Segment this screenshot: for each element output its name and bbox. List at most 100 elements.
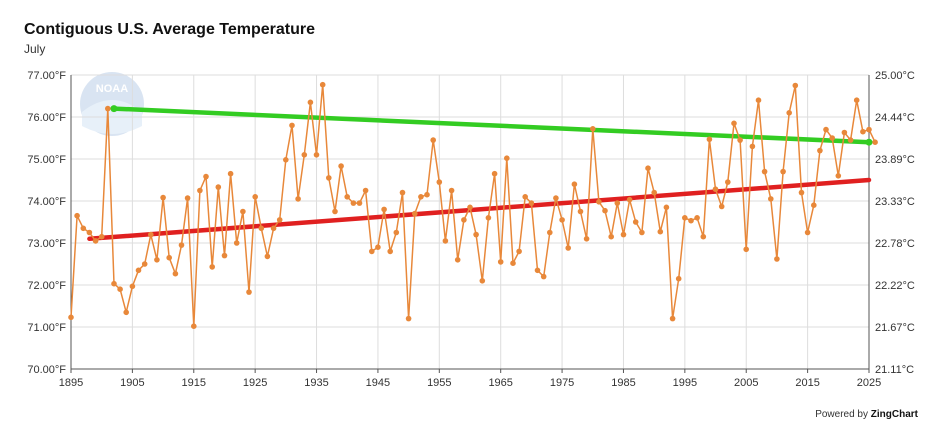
data-point-1913[interactable] <box>178 242 185 248</box>
data-point-1980[interactable] <box>590 126 596 132</box>
data-point-1950[interactable] <box>405 315 412 322</box>
data-point-2002[interactable] <box>725 179 731 185</box>
data-point-2016[interactable] <box>811 202 817 208</box>
data-point-1916[interactable] <box>197 187 203 194</box>
data-point-1915[interactable] <box>191 323 197 330</box>
data-point-1952[interactable] <box>418 194 424 200</box>
data-point-1920[interactable] <box>221 252 228 259</box>
data-point-1988[interactable] <box>639 229 645 236</box>
data-point-1956[interactable] <box>442 238 449 244</box>
data-point-2011[interactable] <box>780 168 786 175</box>
data-point-2004[interactable] <box>737 137 743 143</box>
powered-by-credit[interactable]: Powered by ZingChart <box>815 409 918 420</box>
data-point-1899[interactable] <box>92 238 99 244</box>
data-point-1995[interactable] <box>682 215 688 221</box>
data-point-1927[interactable] <box>264 253 271 260</box>
data-point-1918[interactable] <box>209 264 215 270</box>
data-point-1971[interactable] <box>534 267 541 274</box>
data-point-1969[interactable] <box>522 194 528 200</box>
data-point-1962[interactable] <box>479 278 486 284</box>
data-point-2018[interactable] <box>823 126 829 133</box>
data-point-1972[interactable] <box>540 273 547 280</box>
data-point-2025[interactable] <box>866 126 872 133</box>
data-point-2010[interactable] <box>774 256 780 262</box>
data-point-2013[interactable] <box>792 82 799 89</box>
data-point-1991[interactable] <box>657 228 664 235</box>
data-point-1963[interactable] <box>485 215 492 221</box>
data-point-1914[interactable] <box>184 195 191 201</box>
data-point-1960[interactable] <box>467 204 473 211</box>
data-point-1926[interactable] <box>258 225 265 232</box>
data-point-1938[interactable] <box>332 208 338 215</box>
data-point-1905[interactable] <box>129 283 136 290</box>
data-point-1906[interactable] <box>135 267 142 274</box>
data-point-2021[interactable] <box>841 129 848 136</box>
data-point-1967[interactable] <box>510 260 516 267</box>
data-point-2007[interactable] <box>755 97 762 103</box>
data-point-1981[interactable] <box>596 199 602 205</box>
data-point-1978[interactable] <box>577 208 584 215</box>
data-point-2024[interactable] <box>860 128 866 135</box>
data-point-2023[interactable] <box>853 97 860 103</box>
data-point-1986[interactable] <box>626 196 633 203</box>
data-point-1931[interactable] <box>289 122 295 129</box>
data-point-1992[interactable] <box>663 204 670 211</box>
data-point-1930[interactable] <box>283 157 289 163</box>
data-point-1922[interactable] <box>233 240 240 246</box>
data-point-1909[interactable] <box>154 257 160 263</box>
data-point-1973[interactable] <box>547 229 553 236</box>
data-point-1929[interactable] <box>276 217 283 223</box>
data-point-1966[interactable] <box>504 155 510 161</box>
data-point-1993[interactable] <box>669 315 676 322</box>
data-point-2006[interactable] <box>749 143 756 150</box>
data-point-1900[interactable] <box>98 233 105 240</box>
data-point-1949[interactable] <box>399 189 406 196</box>
data-point-1985[interactable] <box>620 231 627 238</box>
data-point-1958[interactable] <box>454 257 461 263</box>
data-point-1944[interactable] <box>369 248 375 255</box>
data-point-1974[interactable] <box>553 195 559 201</box>
data-point-1976[interactable] <box>565 245 571 251</box>
data-point-1904[interactable] <box>123 309 129 316</box>
data-point-1982[interactable] <box>602 207 608 214</box>
data-point-1943[interactable] <box>362 187 369 194</box>
data-point-1970[interactable] <box>528 200 535 206</box>
data-point-1987[interactable] <box>632 219 639 225</box>
data-point-1961[interactable] <box>473 231 479 238</box>
data-point-1908[interactable] <box>148 231 154 238</box>
data-point-1937[interactable] <box>326 175 332 181</box>
data-point-1921[interactable] <box>227 170 234 177</box>
data-point-1923[interactable] <box>240 208 246 215</box>
data-point-1911[interactable] <box>166 254 172 261</box>
data-point-1965[interactable] <box>497 259 504 265</box>
data-point-1948[interactable] <box>393 229 400 236</box>
data-point-1945[interactable] <box>375 244 381 250</box>
data-point-1912[interactable] <box>172 270 179 277</box>
data-point-1907[interactable] <box>141 261 148 267</box>
data-point-1939[interactable] <box>338 163 344 169</box>
data-point-1941[interactable] <box>350 200 357 206</box>
data-point-1928[interactable] <box>270 225 277 232</box>
data-point-2001[interactable] <box>718 203 725 210</box>
data-point-1917[interactable] <box>203 173 209 180</box>
data-point-1919[interactable] <box>215 184 222 190</box>
data-point-1990[interactable] <box>651 189 657 196</box>
data-point-1994[interactable] <box>675 275 682 282</box>
data-point-1934[interactable] <box>307 99 314 106</box>
data-point-1999[interactable] <box>706 136 713 143</box>
data-point-1902[interactable] <box>111 280 117 287</box>
data-point-1898[interactable] <box>86 229 93 236</box>
data-point-1946[interactable] <box>381 206 387 213</box>
data-point-1955[interactable] <box>436 179 443 185</box>
data-point-1924[interactable] <box>246 289 252 295</box>
data-point-2003[interactable] <box>731 120 737 127</box>
data-point-1936[interactable] <box>319 81 326 88</box>
data-point-1897[interactable] <box>80 225 87 232</box>
data-point-1895[interactable] <box>68 314 74 321</box>
data-point-1953[interactable] <box>424 191 430 198</box>
data-point-1979[interactable] <box>583 236 590 242</box>
data-point-1983[interactable] <box>608 233 614 240</box>
data-point-1903[interactable] <box>117 286 123 293</box>
data-point-2009[interactable] <box>768 196 774 202</box>
data-point-1996[interactable] <box>688 217 694 224</box>
